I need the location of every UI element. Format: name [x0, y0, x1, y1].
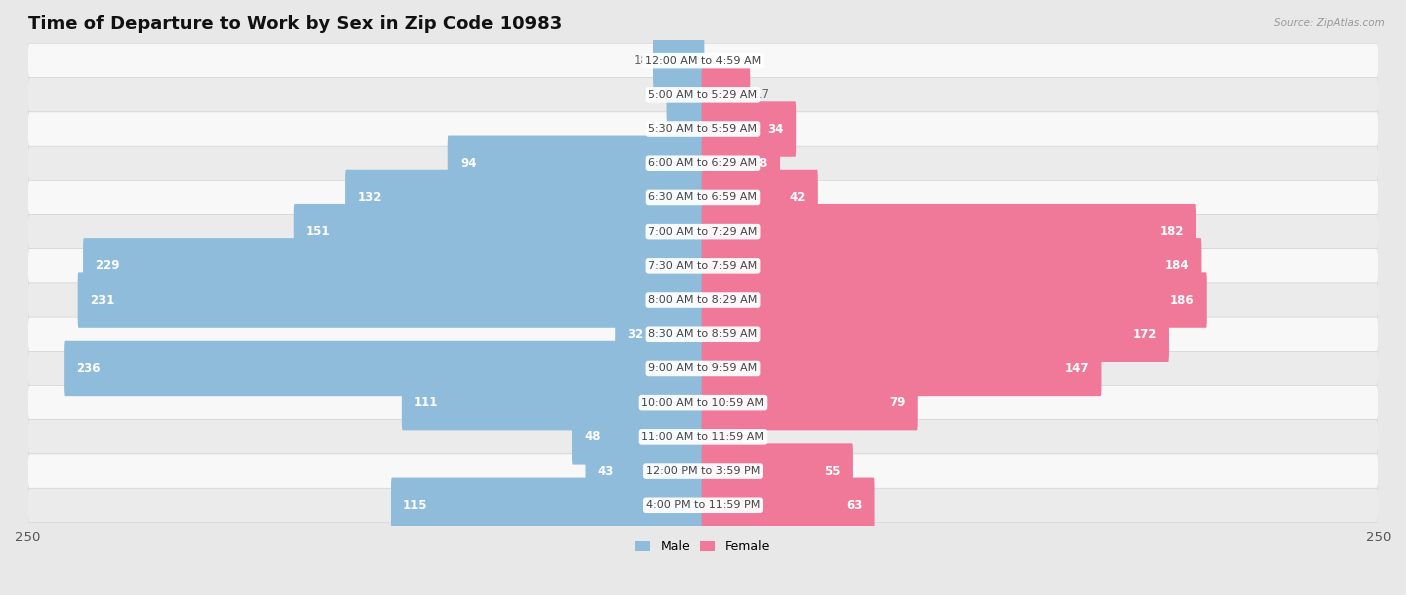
FancyBboxPatch shape	[702, 238, 1201, 293]
FancyBboxPatch shape	[572, 409, 704, 465]
FancyBboxPatch shape	[28, 112, 1378, 146]
Text: 12:00 PM to 3:59 PM: 12:00 PM to 3:59 PM	[645, 466, 761, 476]
FancyBboxPatch shape	[702, 341, 1101, 396]
FancyBboxPatch shape	[28, 454, 1378, 488]
Text: 6:00 AM to 6:29 AM: 6:00 AM to 6:29 AM	[648, 158, 758, 168]
FancyBboxPatch shape	[28, 180, 1378, 215]
Text: 186: 186	[1170, 293, 1195, 306]
FancyBboxPatch shape	[28, 386, 1378, 419]
Text: 12:00 AM to 4:59 AM: 12:00 AM to 4:59 AM	[645, 56, 761, 65]
Text: 0: 0	[709, 54, 716, 67]
Text: 7:00 AM to 7:29 AM: 7:00 AM to 7:29 AM	[648, 227, 758, 237]
FancyBboxPatch shape	[28, 317, 1378, 352]
Text: 10:00 AM to 10:59 AM: 10:00 AM to 10:59 AM	[641, 397, 765, 408]
FancyBboxPatch shape	[28, 488, 1378, 522]
Text: 9:00 AM to 9:59 AM: 9:00 AM to 9:59 AM	[648, 364, 758, 374]
Text: 8:30 AM to 8:59 AM: 8:30 AM to 8:59 AM	[648, 329, 758, 339]
Text: 132: 132	[357, 191, 381, 204]
FancyBboxPatch shape	[702, 375, 918, 430]
FancyBboxPatch shape	[28, 419, 1378, 454]
Text: 79: 79	[889, 396, 905, 409]
FancyBboxPatch shape	[77, 273, 704, 328]
Text: 6:30 AM to 6:59 AM: 6:30 AM to 6:59 AM	[648, 192, 758, 202]
Text: 5:30 AM to 5:59 AM: 5:30 AM to 5:59 AM	[648, 124, 758, 134]
FancyBboxPatch shape	[28, 352, 1378, 386]
Text: 231: 231	[90, 293, 114, 306]
FancyBboxPatch shape	[702, 170, 818, 225]
FancyBboxPatch shape	[702, 409, 742, 465]
Text: 17: 17	[755, 88, 769, 101]
Text: 43: 43	[598, 465, 614, 478]
FancyBboxPatch shape	[585, 443, 704, 499]
FancyBboxPatch shape	[344, 170, 704, 225]
Text: 229: 229	[96, 259, 120, 273]
FancyBboxPatch shape	[666, 67, 704, 123]
Legend: Male, Female: Male, Female	[630, 536, 776, 558]
Text: 147: 147	[1064, 362, 1090, 375]
Text: Time of Departure to Work by Sex in Zip Code 10983: Time of Departure to Work by Sex in Zip …	[28, 15, 562, 33]
FancyBboxPatch shape	[702, 136, 780, 191]
FancyBboxPatch shape	[702, 204, 1197, 259]
Text: 48: 48	[583, 430, 600, 443]
FancyBboxPatch shape	[402, 375, 704, 430]
FancyBboxPatch shape	[702, 67, 751, 123]
Text: 115: 115	[404, 499, 427, 512]
FancyBboxPatch shape	[702, 443, 853, 499]
FancyBboxPatch shape	[447, 136, 704, 191]
Text: 151: 151	[307, 225, 330, 238]
FancyBboxPatch shape	[28, 283, 1378, 317]
FancyBboxPatch shape	[28, 249, 1378, 283]
FancyBboxPatch shape	[65, 341, 704, 396]
Text: 182: 182	[1160, 225, 1184, 238]
Text: 42: 42	[789, 191, 806, 204]
Text: 13: 13	[648, 88, 662, 101]
Text: Source: ZipAtlas.com: Source: ZipAtlas.com	[1274, 18, 1385, 28]
Text: 236: 236	[76, 362, 101, 375]
FancyBboxPatch shape	[28, 215, 1378, 249]
FancyBboxPatch shape	[28, 78, 1378, 112]
Text: 111: 111	[413, 396, 439, 409]
FancyBboxPatch shape	[616, 306, 704, 362]
FancyBboxPatch shape	[652, 33, 704, 88]
FancyBboxPatch shape	[83, 238, 704, 293]
FancyBboxPatch shape	[702, 306, 1168, 362]
Text: 184: 184	[1164, 259, 1189, 273]
Text: 32: 32	[627, 328, 644, 341]
Text: 7:30 AM to 7:59 AM: 7:30 AM to 7:59 AM	[648, 261, 758, 271]
FancyBboxPatch shape	[702, 101, 796, 156]
Text: 4:00 PM to 11:59 PM: 4:00 PM to 11:59 PM	[645, 500, 761, 511]
FancyBboxPatch shape	[294, 204, 704, 259]
Text: 63: 63	[846, 499, 862, 512]
FancyBboxPatch shape	[702, 273, 1206, 328]
Text: 8:00 AM to 8:29 AM: 8:00 AM to 8:29 AM	[648, 295, 758, 305]
Text: 11:00 AM to 11:59 AM: 11:00 AM to 11:59 AM	[641, 432, 765, 442]
Text: 94: 94	[460, 156, 477, 170]
FancyBboxPatch shape	[28, 146, 1378, 180]
Text: 14: 14	[747, 430, 761, 443]
Text: 55: 55	[824, 465, 841, 478]
Text: 10: 10	[655, 123, 671, 136]
Text: 28: 28	[751, 156, 768, 170]
Text: 34: 34	[768, 123, 785, 136]
Text: 18: 18	[634, 54, 650, 67]
FancyBboxPatch shape	[675, 101, 704, 156]
FancyBboxPatch shape	[391, 478, 704, 533]
Text: 5:00 AM to 5:29 AM: 5:00 AM to 5:29 AM	[648, 90, 758, 100]
FancyBboxPatch shape	[702, 478, 875, 533]
FancyBboxPatch shape	[28, 43, 1378, 78]
Text: 172: 172	[1132, 328, 1157, 341]
